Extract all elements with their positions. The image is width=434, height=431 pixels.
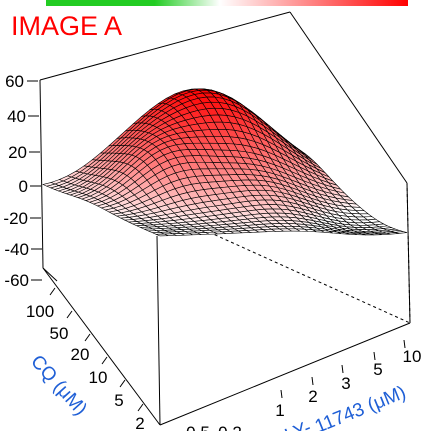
- drug-tick: 0.5: [186, 423, 210, 431]
- z-tick-label: 60: [5, 72, 24, 91]
- z-tick: 20: [8, 143, 40, 162]
- cq-tick: 10: [89, 356, 108, 387]
- cq-tick: 2: [135, 403, 145, 431]
- drug-tick: 5: [373, 351, 383, 379]
- drug-tick-label: 10: [403, 347, 422, 366]
- z-tick: -20: [3, 209, 41, 228]
- cq-axis: 100 50 20 10 5 2: [26, 287, 145, 431]
- box-edges: [39, 11, 411, 426]
- chart-title: IMAGE A: [11, 11, 122, 41]
- drug-tick-label: 5: [373, 360, 382, 379]
- color-key-bar: [46, 0, 408, 6]
- drug-tick: 2: [308, 376, 318, 406]
- surface-mesh: [42, 88, 408, 237]
- z-tick-label: -20: [3, 209, 28, 228]
- z-axis: 60 40 20 0 -20 -40: [3, 72, 42, 290]
- drug-tick: 10: [403, 339, 422, 366]
- cq-tick-label: 50: [50, 324, 69, 343]
- drug-axis: 0.5 1 2 3 5 10 0.2: [186, 339, 422, 431]
- drug-tick: 3: [341, 364, 351, 393]
- drug-axis-title: 11743 (μM): [312, 382, 409, 431]
- drug-tick-label: 0.5: [186, 423, 210, 431]
- z-tick-label: 40: [7, 107, 26, 126]
- cq-tick-label: 20: [71, 345, 90, 364]
- cq-tick: 50: [50, 310, 73, 343]
- cq-tick: 5: [114, 379, 126, 410]
- drug-tick-label: 0.2: [218, 423, 242, 431]
- cq-tick-label: 100: [26, 302, 54, 321]
- drug-tick-label: 2: [308, 387, 317, 406]
- z-tick-label: -40: [4, 240, 29, 259]
- cq-tick: 20: [71, 333, 91, 364]
- cq-tick-label: 5: [114, 391, 123, 410]
- cq-tick-label: 2: [135, 414, 144, 431]
- z-tick-label: 20: [8, 143, 27, 162]
- drug-tick-label: 1: [275, 401, 284, 420]
- z-tick-label: 0: [19, 177, 28, 196]
- cq-tick-label: 10: [89, 368, 108, 387]
- drug-axis-title-prefix: LY-: [282, 417, 314, 431]
- z-tick: 60: [5, 72, 38, 91]
- cq-tick: 100: [26, 287, 56, 321]
- surface-cell: [394, 231, 408, 234]
- z-tick: 40: [7, 107, 39, 126]
- drug-tick-label: 3: [341, 374, 350, 393]
- z-tick: 0: [19, 177, 41, 196]
- z-tick: -40: [4, 240, 42, 259]
- z-tick-label: -60: [4, 271, 29, 290]
- z-tick: -60: [4, 271, 42, 290]
- drug-tick: 1: [275, 389, 285, 420]
